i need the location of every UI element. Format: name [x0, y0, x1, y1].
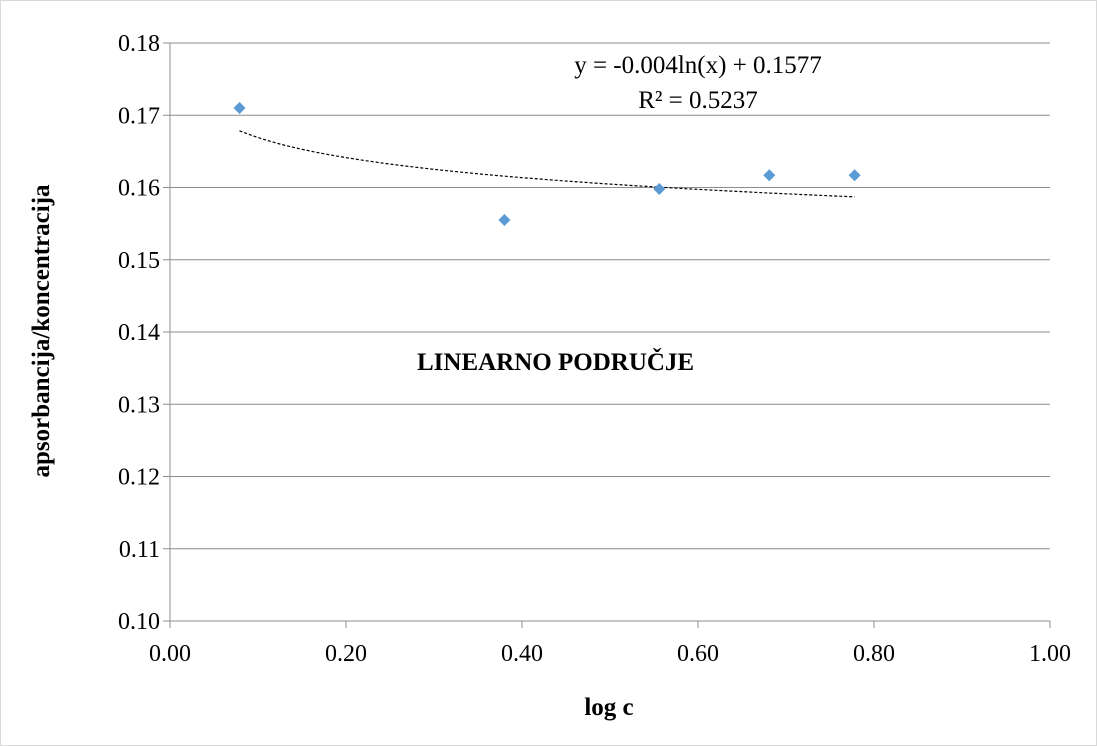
data-point: [763, 169, 776, 182]
y-tick-label: 0.11: [119, 537, 160, 563]
y-tick-label: 0.16: [118, 176, 160, 202]
linear-region-annotation: LINEARNO PODRUČJE: [417, 347, 694, 376]
y-tick-label: 0.15: [118, 248, 160, 274]
x-tick-label: 0.60: [677, 641, 719, 667]
x-tick-label: 0.00: [149, 641, 191, 667]
y-tick-label: 0.13: [118, 392, 160, 418]
x-tick-label: 0.20: [325, 641, 367, 667]
y-tick-label: 0.12: [118, 465, 160, 491]
trendline: [239, 130, 855, 198]
data-point: [848, 169, 861, 182]
y-tick-labels: 0.10 0.11 0.12 0.13 0.14 0.15 0.16 0.17 0.18: [118, 31, 160, 635]
x-tick-label: 0.40: [501, 641, 543, 667]
x-tick-label: 0.80: [853, 641, 895, 667]
y-axis-title: apsorbancija/koncentracija: [28, 184, 55, 478]
data-point: [233, 102, 246, 115]
data-point: [653, 182, 666, 195]
x-axis-title: log c: [584, 694, 633, 721]
y-tick-label: 0.14: [118, 320, 160, 346]
y-tick-label: 0.18: [118, 31, 160, 57]
trendline-equation: y = -0.004ln(x) + 0.1577: [574, 52, 822, 79]
data-point: [498, 214, 511, 227]
y-tick-label: 0.10: [118, 609, 160, 635]
r-squared-label: R² = 0.5237: [638, 87, 758, 114]
axes: [163, 42, 1051, 628]
gridlines: [170, 42, 1050, 550]
x-tick-label: 1.00: [1029, 641, 1071, 667]
x-tick-labels: 0.00 0.20 0.40 0.60 0.80 1.00: [149, 641, 1071, 667]
data-points: [233, 102, 861, 227]
trendline-layer: [239, 130, 855, 198]
y-tick-label: 0.17: [118, 103, 160, 129]
